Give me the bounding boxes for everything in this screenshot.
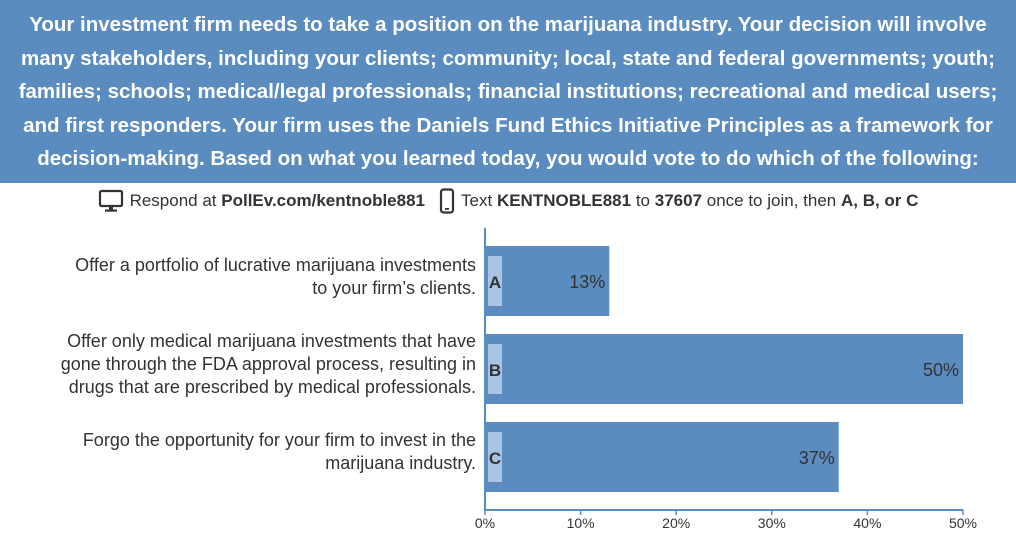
text-keyword: KENTNOBLE881: [496, 191, 632, 210]
option-labels: Offer a portfolio of lucrative marijuana…: [0, 0, 480, 547]
question-text: Your investment firm needs to take a pos…: [18, 13, 998, 170]
poll-url[interactable]: PollEv.com/kentnoble881: [221, 191, 426, 210]
x-tick-label: 50%: [949, 515, 977, 531]
option-b-line1: Offer only medical marijuana investments…: [67, 331, 476, 351]
bar-a: [485, 246, 610, 316]
option-b-line2: gone through the FDA approval process, r…: [60, 354, 476, 374]
option-b-line3: drugs that are prescribed by medical pro…: [68, 377, 476, 397]
option-c-line1: Forgo the opportunity for your firm to i…: [82, 430, 476, 450]
x-tick-label: 10%: [567, 515, 595, 531]
bar-letter-label: B: [489, 361, 501, 380]
option-c-label[interactable]: Forgo the opportunity for your firm to i…: [6, 429, 476, 475]
text-number: 37607: [654, 191, 703, 210]
question-banner: Your investment firm needs to take a pos…: [0, 0, 1016, 183]
bar-b: [485, 334, 963, 404]
x-tick-label: 20%: [662, 515, 690, 531]
text-prefix: Text: [461, 191, 493, 210]
x-tick-label: 40%: [853, 515, 881, 531]
choice-letters: A, B, or C: [840, 191, 919, 210]
bar-letter-label: C: [489, 449, 501, 468]
bar-letter-label: A: [489, 273, 501, 292]
respond-web-prefix: Respond at: [129, 191, 217, 210]
phone-icon: [439, 188, 455, 214]
monitor-icon: [98, 189, 124, 213]
respond-instructions: Respond at PollEv.com/kentnoble881 Text …: [0, 186, 1016, 216]
option-a-line1: Offer a portfolio of lucrative marijuana…: [75, 255, 476, 275]
x-tick-label: 30%: [758, 515, 786, 531]
option-b-label[interactable]: Offer only medical marijuana investments…: [6, 330, 476, 399]
join-instructions: once to join, then: [706, 191, 837, 210]
bar-letter-badge: [488, 432, 502, 482]
option-a-line2: to your firm’s clients.: [312, 278, 476, 298]
bar-value-label: 50%: [923, 360, 959, 380]
bar-value-label: 37%: [799, 448, 835, 468]
option-c-line2: marijuana industry.: [325, 453, 476, 473]
option-a-label[interactable]: Offer a portfolio of lucrative marijuana…: [6, 254, 476, 300]
bar-c: [485, 422, 839, 492]
bar-letter-badge: [488, 256, 502, 306]
bar-letter-badge: [488, 344, 502, 394]
to-word: to: [635, 191, 650, 210]
x-tick-label: 0%: [475, 515, 495, 531]
bar-value-label: 13%: [569, 272, 605, 292]
